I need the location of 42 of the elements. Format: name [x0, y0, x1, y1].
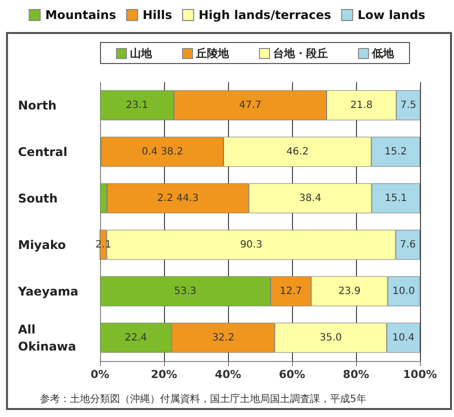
text: 山地: [130, 46, 152, 60]
y-tick-label: South: [18, 191, 58, 206]
data-label: 21.8: [350, 100, 373, 111]
x-tick-label: 0%: [90, 368, 110, 381]
x-tick-label: 80%: [342, 368, 370, 381]
legend-label: Low lands: [358, 8, 426, 22]
data-label: 38.4: [299, 192, 322, 204]
legend-label: Mountains: [45, 8, 116, 22]
x-tick-label: 60%: [278, 368, 306, 381]
data-label: 7.6: [400, 239, 416, 250]
data-label: 2.1: [95, 239, 112, 250]
text: 参考：土地分類図（沖縄）付属資料，国土庁土地局国土調査課，平成5年: [40, 392, 366, 406]
y-tick-label: Yaeyama: [17, 284, 78, 298]
legend-label: High lands/terraces: [198, 8, 332, 22]
data-label: 23.9: [338, 286, 361, 297]
y-tick-label: Central: [18, 144, 68, 159]
text: 低地: [372, 46, 394, 60]
data-label: 23.1: [126, 100, 148, 111]
data-label: 90.3: [240, 239, 262, 250]
data-label: 12.7: [280, 286, 302, 297]
data-label: 10.4: [392, 332, 414, 344]
x-tick-label: 100%: [403, 368, 437, 381]
data-label: 7.5: [400, 100, 416, 111]
legend-label: Hills: [142, 8, 172, 22]
data-label: 2.2 44.3: [157, 192, 199, 204]
x-tick-label: 20%: [150, 368, 178, 381]
text: 台地・段丘: [273, 46, 328, 60]
data-label: 46.2: [286, 146, 309, 158]
data-label: 53.3: [174, 286, 196, 297]
y-tick-label: North: [18, 98, 56, 112]
data-label: 35.0: [320, 332, 342, 344]
x-tick-label: 40%: [214, 368, 242, 381]
y-tick-label: All Okinawa: [18, 322, 76, 354]
data-label: 47.7: [239, 100, 262, 111]
y-tick-label: Miyako: [18, 238, 66, 252]
data-label: 22.4: [124, 332, 147, 344]
data-label: 15.1: [384, 192, 407, 204]
data-label: 0.4 38.2: [142, 146, 184, 158]
data-label: 15.2: [384, 146, 407, 158]
data-label: 10.0: [392, 286, 415, 297]
data-label: 32.2: [212, 332, 234, 344]
text: 丘陵地: [196, 46, 229, 60]
